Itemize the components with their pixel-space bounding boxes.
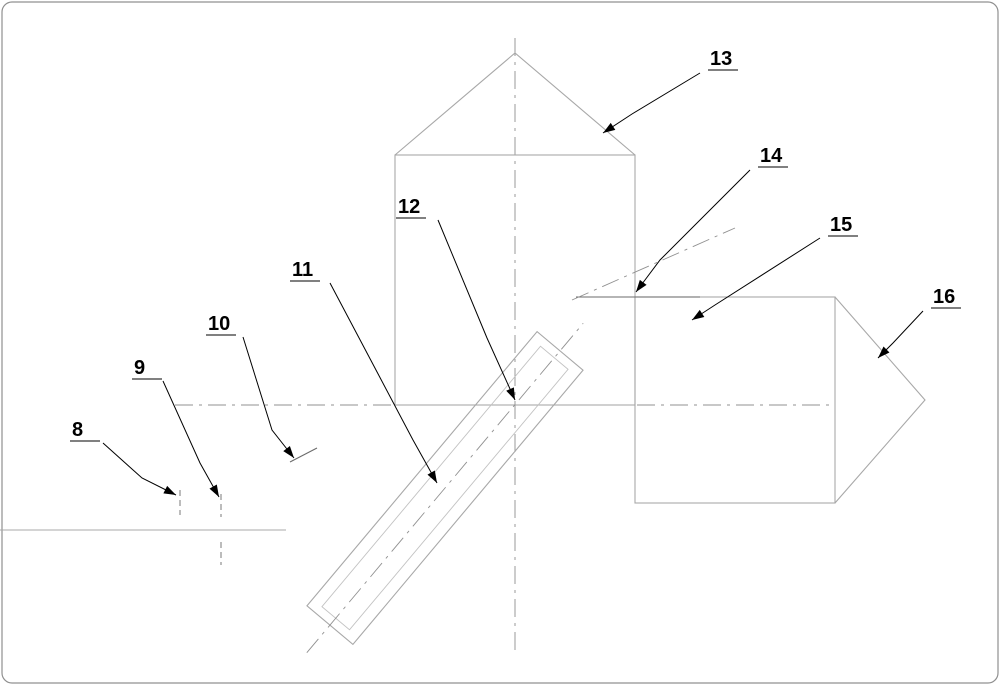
- leader-15: [692, 238, 820, 320]
- label-15: 15: [830, 214, 852, 236]
- leader-14: [636, 170, 750, 292]
- leader-10: [243, 337, 294, 458]
- axis-15: [572, 228, 735, 300]
- leader-arrowhead: [506, 387, 515, 400]
- leader-arrowhead: [163, 486, 176, 495]
- mark-10: [290, 448, 317, 462]
- leader-8: [103, 443, 176, 495]
- label-14: 14: [760, 145, 783, 167]
- label-9: 9: [134, 357, 145, 379]
- leader-arrowhead: [603, 123, 615, 133]
- side-module-body: [635, 297, 835, 503]
- leader-arrowhead: [209, 484, 219, 497]
- side-module-nose: [835, 297, 925, 503]
- label-8: 8: [72, 419, 83, 441]
- label-11: 11: [292, 259, 313, 281]
- beam-splitter: [284, 304, 606, 672]
- label-16: 16: [933, 286, 955, 308]
- leader-12: [438, 220, 515, 400]
- beam-splitter-centerline: [307, 323, 583, 652]
- label-12: 12: [398, 196, 420, 218]
- leader-11: [330, 283, 437, 483]
- leader-arrowhead: [283, 446, 294, 458]
- leader-9: [163, 381, 219, 497]
- leader-arrowhead: [427, 470, 437, 483]
- technical-diagram: 8 9 10 11 12 13 14 15 16: [0, 0, 1000, 685]
- leader-arrowhead: [636, 280, 647, 292]
- leader-arrowhead: [692, 310, 704, 320]
- leader-13: [603, 73, 700, 133]
- label-13: 13: [710, 48, 732, 70]
- figure-frame: [2, 2, 998, 683]
- label-10: 10: [208, 313, 230, 335]
